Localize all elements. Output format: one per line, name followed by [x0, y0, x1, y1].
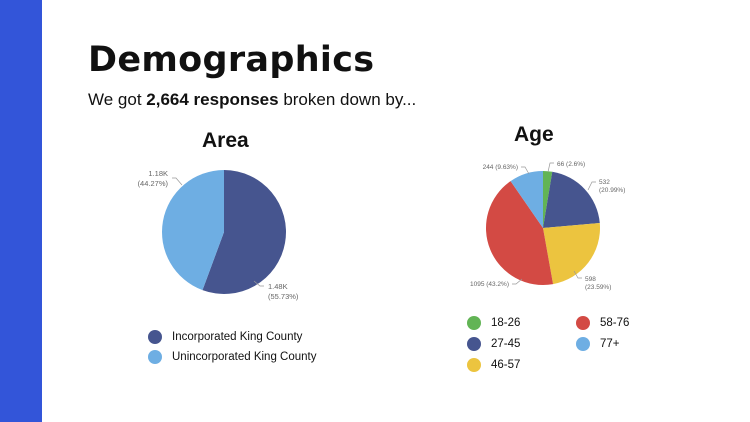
- area-data-pct-unincorporated-king-county: (44.27%): [138, 179, 169, 188]
- area-legend-item-incorporated-king-county: Incorporated King County: [148, 330, 302, 344]
- age-slice-58-76: [485, 181, 554, 286]
- age-data-label-46-57: 598: [585, 276, 596, 283]
- age-leader-line-77-plus: [521, 166, 530, 175]
- age-legend-label-77-plus: 77+: [600, 338, 620, 350]
- area-leader-line-incorporated-king-county: [253, 280, 264, 287]
- subtitle-text-end: broken down by...: [278, 90, 417, 109]
- age-legend-label-58-76: 58-76: [600, 317, 630, 329]
- age-legend-label-46-57: 46-57: [491, 359, 521, 371]
- age-data-pct-27-45: (20.99%): [599, 187, 625, 194]
- age-pie-chart: 66 (2.6%) 532(20.99%) 598(23.59%) 1095 (43.…: [470, 161, 625, 291]
- age-slice-46-57: [543, 222, 600, 285]
- age-data-label-27-45: 532: [599, 179, 610, 186]
- age-data-label-77-plus: 244 (9.63%): [483, 164, 518, 171]
- age-legend-swatch-46-57: [467, 358, 481, 372]
- area-slice-unincorporated-king-county: [162, 170, 224, 291]
- area-chart-title: Area: [202, 129, 249, 152]
- age-legend-label-27-45: 27-45: [491, 338, 521, 350]
- age-data-label-58-76: 1095 (43.2%): [470, 281, 509, 288]
- age-legend-swatch-58-76: [576, 316, 590, 330]
- age-leader-line-46-57: [573, 270, 582, 279]
- area-legend-swatch-incorporated-king-county: [148, 330, 162, 344]
- age-legend-item-77-plus: 77+: [576, 337, 620, 351]
- area-slice-incorporated-king-county: [202, 170, 287, 295]
- age-legend-label-18-26: 18-26: [491, 317, 521, 329]
- area-legend-item-unincorporated-king-county: Unincorporated King County: [148, 350, 316, 364]
- age-chart-title: Age: [514, 123, 554, 146]
- age-leader-line-27-45: [587, 181, 596, 191]
- area-data-label-incorporated-king-county: 1.48K: [268, 282, 288, 291]
- age-legend-item-18-26: 18-26: [467, 316, 520, 330]
- accent-side-bar: [0, 0, 42, 422]
- age-legend-item-27-45: 27-45: [467, 337, 520, 351]
- age-data-pct-46-57: (23.59%): [585, 284, 611, 291]
- age-legend-swatch-18-26: [467, 316, 481, 330]
- age-legend-item-46-57: 46-57: [467, 358, 520, 372]
- subtitle-response-count: 2,664 responses: [146, 90, 279, 109]
- area-legend-label-incorporated-king-county: Incorporated King County: [172, 331, 303, 343]
- page-subtitle: We got 2,664 responses broken down by...: [88, 90, 416, 110]
- age-slice-27-45: [543, 171, 600, 228]
- area-data-label-unincorporated-king-county: 1.18K: [148, 169, 168, 178]
- area-pie-chart: 1.48K(55.73%) 1.18K(44.27%): [138, 169, 299, 301]
- subtitle-text-start: We got: [88, 90, 147, 109]
- page-title: Demographics: [88, 40, 375, 80]
- age-legend-item-58-76: 58-76: [576, 316, 629, 330]
- age-legend-swatch-77-plus: [576, 337, 590, 351]
- age-slice-18-26: [543, 171, 553, 228]
- area-data-pct-incorporated-king-county: (55.73%): [268, 292, 299, 301]
- area-legend-label-unincorporated-king-county: Unincorporated King County: [172, 351, 317, 363]
- area-legend-swatch-unincorporated-king-county: [148, 350, 162, 364]
- age-legend-swatch-27-45: [467, 337, 481, 351]
- age-leader-line-58-76: [512, 278, 523, 285]
- age-leader-line-18-26: [547, 162, 554, 173]
- area-leader-line-unincorporated-king-county: [172, 177, 183, 186]
- age-slice-77-plus: [510, 171, 543, 228]
- age-data-label-18-26: 66 (2.6%): [557, 161, 585, 168]
